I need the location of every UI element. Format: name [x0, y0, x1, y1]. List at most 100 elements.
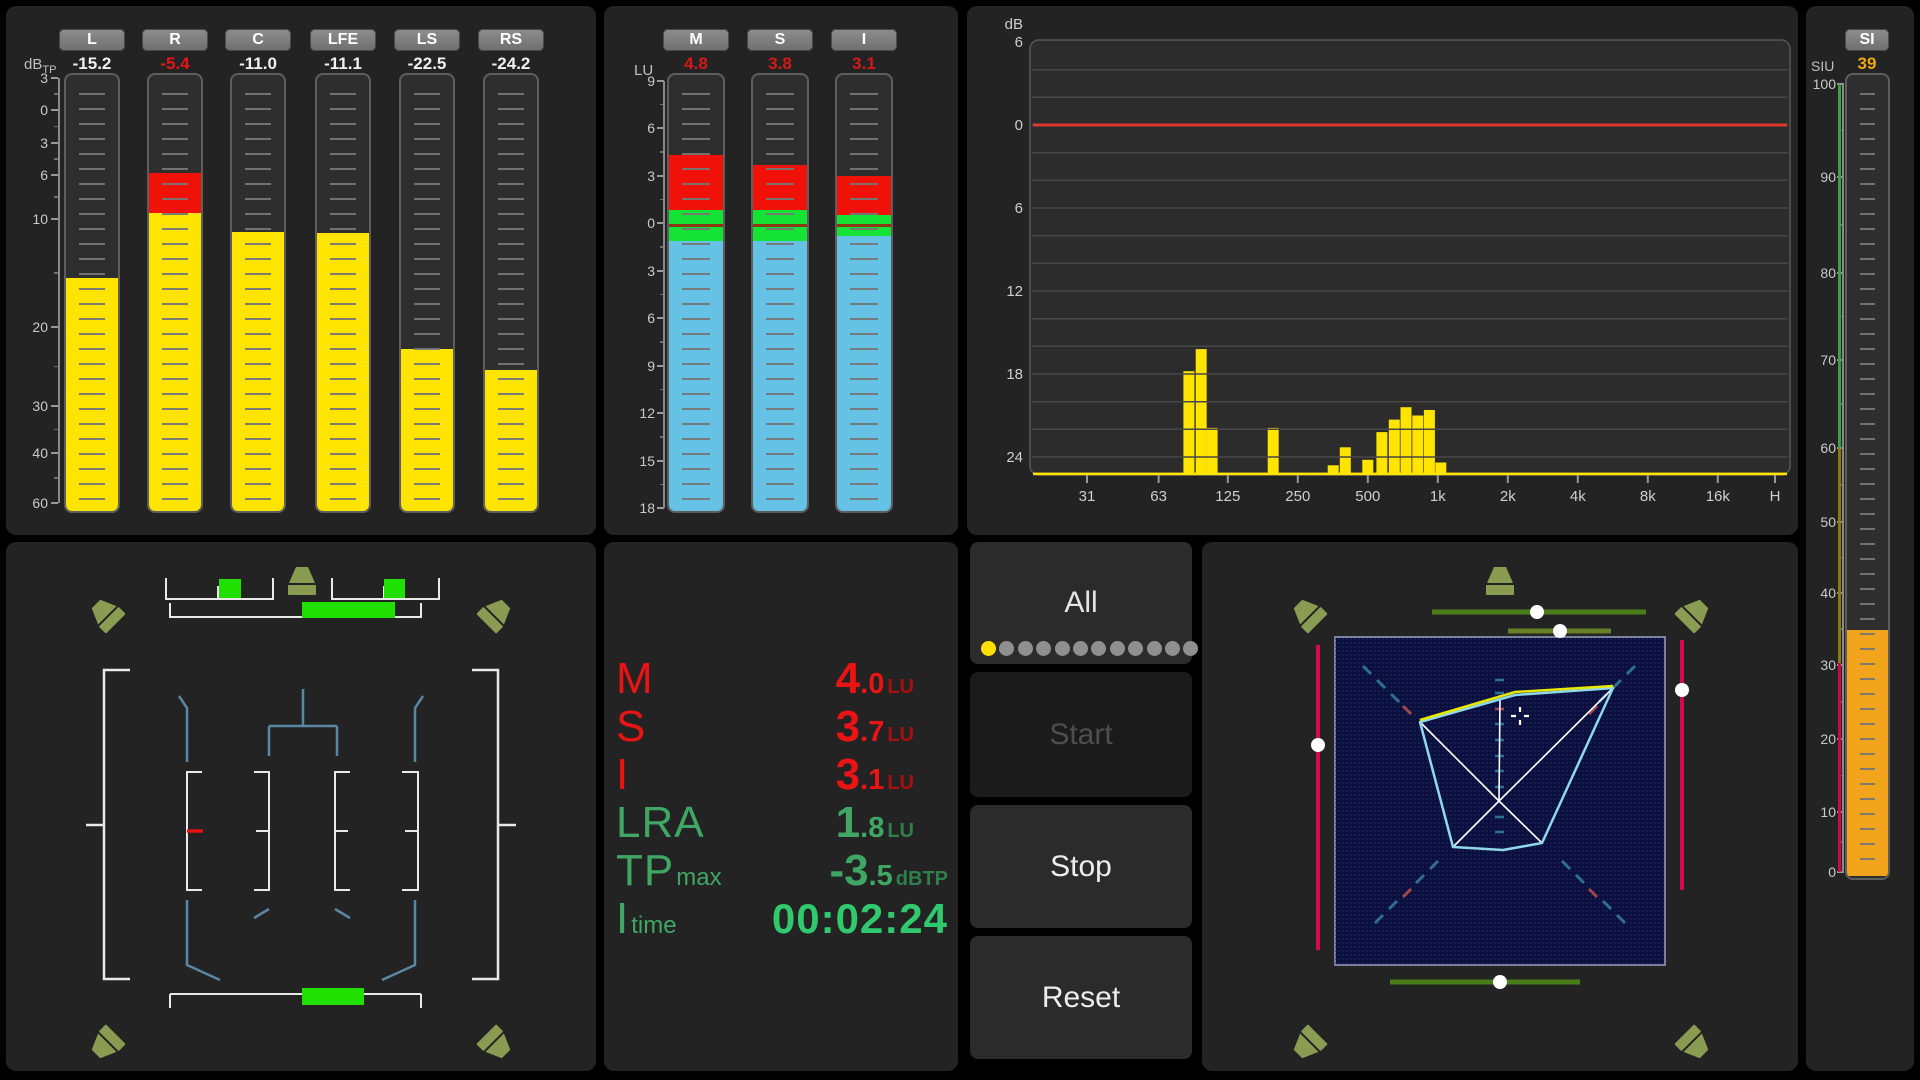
scope-spoke — [1498, 699, 1501, 802]
scope-tick — [1587, 887, 1599, 899]
page-dot[interactable] — [1091, 641, 1107, 656]
scale-label: 100 — [1812, 76, 1836, 92]
page-dot-active[interactable] — [981, 641, 996, 656]
scale-label: 70 — [1820, 352, 1836, 368]
all-button[interactable]: All — [970, 542, 1199, 664]
scale-label: 3 — [40, 70, 48, 86]
meter-tab-RS[interactable]: RS — [478, 29, 544, 51]
scale-label: 6 — [647, 120, 655, 136]
scope-tick — [1587, 704, 1599, 716]
scale-ruler — [58, 78, 60, 503]
page-dot[interactable] — [1128, 641, 1144, 656]
scope-tick — [1375, 678, 1387, 690]
meter-ticks — [245, 80, 271, 506]
x-tick-label: 31 — [1079, 488, 1096, 505]
rear-left-speaker-icon — [1293, 1024, 1328, 1059]
scale-label: 30 — [32, 398, 48, 414]
stats-label: LRA — [616, 798, 705, 847]
channel-meters-panel: dBTP 3 0 3 6 10 20 30 40 60 L -15.2 R -5.4 C -11.0 LFE -… — [6, 6, 596, 535]
meter-tab-LS[interactable]: LS — [394, 29, 460, 51]
y-tick-label: 18 — [1006, 366, 1023, 383]
scope-side-line-left-handle[interactable] — [1311, 738, 1325, 752]
right-outer-bracket — [472, 668, 516, 981]
scale-tick — [51, 452, 58, 454]
page-dot[interactable] — [1073, 641, 1088, 656]
meter-L — [64, 73, 120, 513]
page-dot[interactable] — [1017, 641, 1033, 656]
meter-tab-M[interactable]: M — [663, 29, 729, 51]
scale-label: 9 — [647, 73, 655, 89]
x-tick-label: 4k — [1570, 488, 1586, 505]
stop-button[interactable]: Stop — [970, 805, 1192, 928]
stats-unit: dBTP — [895, 868, 948, 890]
loudness-stats: M 4.0 LU S 3.7 LU I 3.1 LU LRA 1.8 LU TP max -3.5 dBTP I… — [604, 654, 958, 943]
scope-tick — [1601, 899, 1613, 911]
y-tick-label: 24 — [1006, 449, 1023, 466]
meter-tab-S[interactable]: S — [747, 29, 813, 51]
reset-button[interactable]: Reset — [970, 936, 1192, 1059]
x-tick-label: 1k — [1430, 488, 1446, 505]
page-dot[interactable] — [999, 641, 1015, 656]
x-tick-label: 125 — [1215, 488, 1240, 505]
y-tick-label: 6 — [1015, 200, 1023, 217]
scale-minor-tick — [660, 436, 664, 438]
scope-slider-bottom-handle[interactable] — [1493, 975, 1507, 989]
page-dot[interactable] — [1036, 641, 1052, 656]
si-zone-line — [1838, 84, 1841, 448]
spectrum-bar — [1412, 415, 1424, 473]
surround-scope — [1293, 567, 1709, 1059]
all-button-label: All — [1064, 586, 1098, 619]
stats-label: M — [616, 654, 654, 703]
scale-label: 30 — [1820, 657, 1836, 673]
meter-tab-LFE[interactable]: LFE — [310, 29, 376, 51]
scale-label: 60 — [32, 495, 48, 511]
meter-tab-L[interactable]: L — [59, 29, 125, 51]
scale-label: 40 — [32, 445, 48, 461]
scope-side-line-right-handle[interactable] — [1675, 683, 1689, 697]
page-dot[interactable] — [1183, 641, 1199, 656]
stats-unit: LU — [887, 820, 914, 842]
page-dot[interactable] — [1165, 641, 1180, 656]
scale-tick — [1837, 871, 1844, 873]
meter-tab-I[interactable]: I — [831, 29, 897, 51]
meter-ticks — [850, 80, 878, 506]
stats-value-decimal: .1 — [860, 764, 885, 796]
meter-ticks — [79, 80, 105, 506]
scale-label: 0 — [647, 215, 655, 231]
scope-slider-top1-handle[interactable] — [1530, 605, 1544, 619]
scale-tick — [51, 502, 58, 504]
meter-tab-SI[interactable]: SI — [1845, 29, 1889, 51]
crosshair-cursor — [1511, 707, 1529, 725]
rear-balance — [302, 988, 364, 1005]
meter-RS — [483, 73, 539, 513]
stats-label: S — [616, 702, 647, 751]
start-button[interactable]: Start — [970, 672, 1192, 797]
surround-scope-panel — [1202, 542, 1798, 1071]
spectrum-bar — [1362, 459, 1374, 473]
scope-slider-top2-handle[interactable] — [1553, 624, 1567, 638]
page-dot[interactable] — [1054, 641, 1070, 656]
page-dot[interactable] — [1109, 641, 1125, 656]
transport-controls: All Start Stop Reset — [965, 542, 1199, 1071]
stats-value-decimal: .0 — [860, 668, 885, 700]
stats-unit: LU — [887, 676, 914, 698]
front-left-speaker-icon — [91, 599, 126, 634]
scale-minor-tick — [54, 428, 58, 430]
y-tick-label: 6 — [1015, 34, 1023, 51]
y-tick-label: 0 — [1015, 117, 1023, 134]
page-dot[interactable] — [1146, 641, 1162, 656]
scale-minor-tick — [54, 196, 58, 198]
front-right-speaker-icon — [1674, 599, 1709, 634]
x-tick-label: 2k — [1500, 488, 1516, 505]
scope-tick — [1428, 859, 1440, 871]
inner-bracket-4 — [402, 771, 419, 891]
scale-tick — [657, 365, 664, 367]
scope-tick — [1611, 678, 1623, 690]
meter-value-SI: 39 — [1857, 54, 1877, 73]
meter-tab-C[interactable]: C — [225, 29, 291, 51]
spectrum-bar — [1435, 462, 1447, 473]
meter-tab-R[interactable]: R — [142, 29, 208, 51]
top-balance-scales — [165, 578, 440, 600]
spectrum-analyzer-panel: 6 0 6 12 18 24 dB 31 63 125 250 500 1k 2k 4k 8k 16k H — [967, 6, 1798, 535]
meter-ticks — [766, 80, 794, 506]
